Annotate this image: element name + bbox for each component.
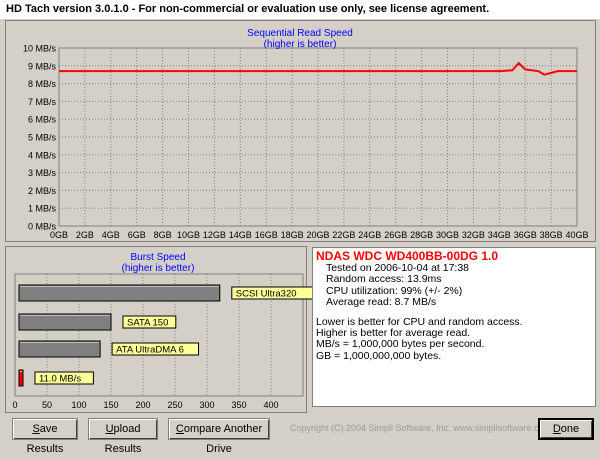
cpu-utilization: CPU utilization: 99% (+/- 2%) xyxy=(326,284,463,297)
results-info-panel: NDAS WDC WD400BB-00DG 1.0 Tested on 2006… xyxy=(312,247,596,407)
note-cpu: Lower is better for CPU and random acces… xyxy=(316,315,523,328)
random-access: Random access: 13.9ms xyxy=(326,273,442,286)
window-title: HD Tach version 3.0.1.0 - For non-commer… xyxy=(0,0,600,19)
tested-on: Tested on 2006-10-04 at 17:38 xyxy=(326,262,470,274)
drive-name: NDAS WDC WD400BB-00DG 1.0 xyxy=(316,249,499,263)
read-chart-panel xyxy=(5,20,596,242)
burst-chart-panel xyxy=(5,246,307,413)
compare-another-drive-button[interactable]: Compare Another Drive xyxy=(168,418,270,455)
note-read: Higher is better for average read. xyxy=(316,327,471,340)
average-read: Average read: 8.7 MB/s xyxy=(326,296,437,309)
note-mbs: MB/s = 1,000,000 bytes per second. xyxy=(316,338,485,351)
save-results-button[interactable]: Save Results xyxy=(12,418,78,455)
upload-results-button[interactable]: Upload Results xyxy=(88,418,158,455)
done-button[interactable]: Done xyxy=(538,418,594,440)
copyright-text: Copyright (C) 2004 Simpli Software, Inc.… xyxy=(290,423,552,433)
note-gb: GB = 1,000,000,000 bytes. xyxy=(316,349,442,362)
